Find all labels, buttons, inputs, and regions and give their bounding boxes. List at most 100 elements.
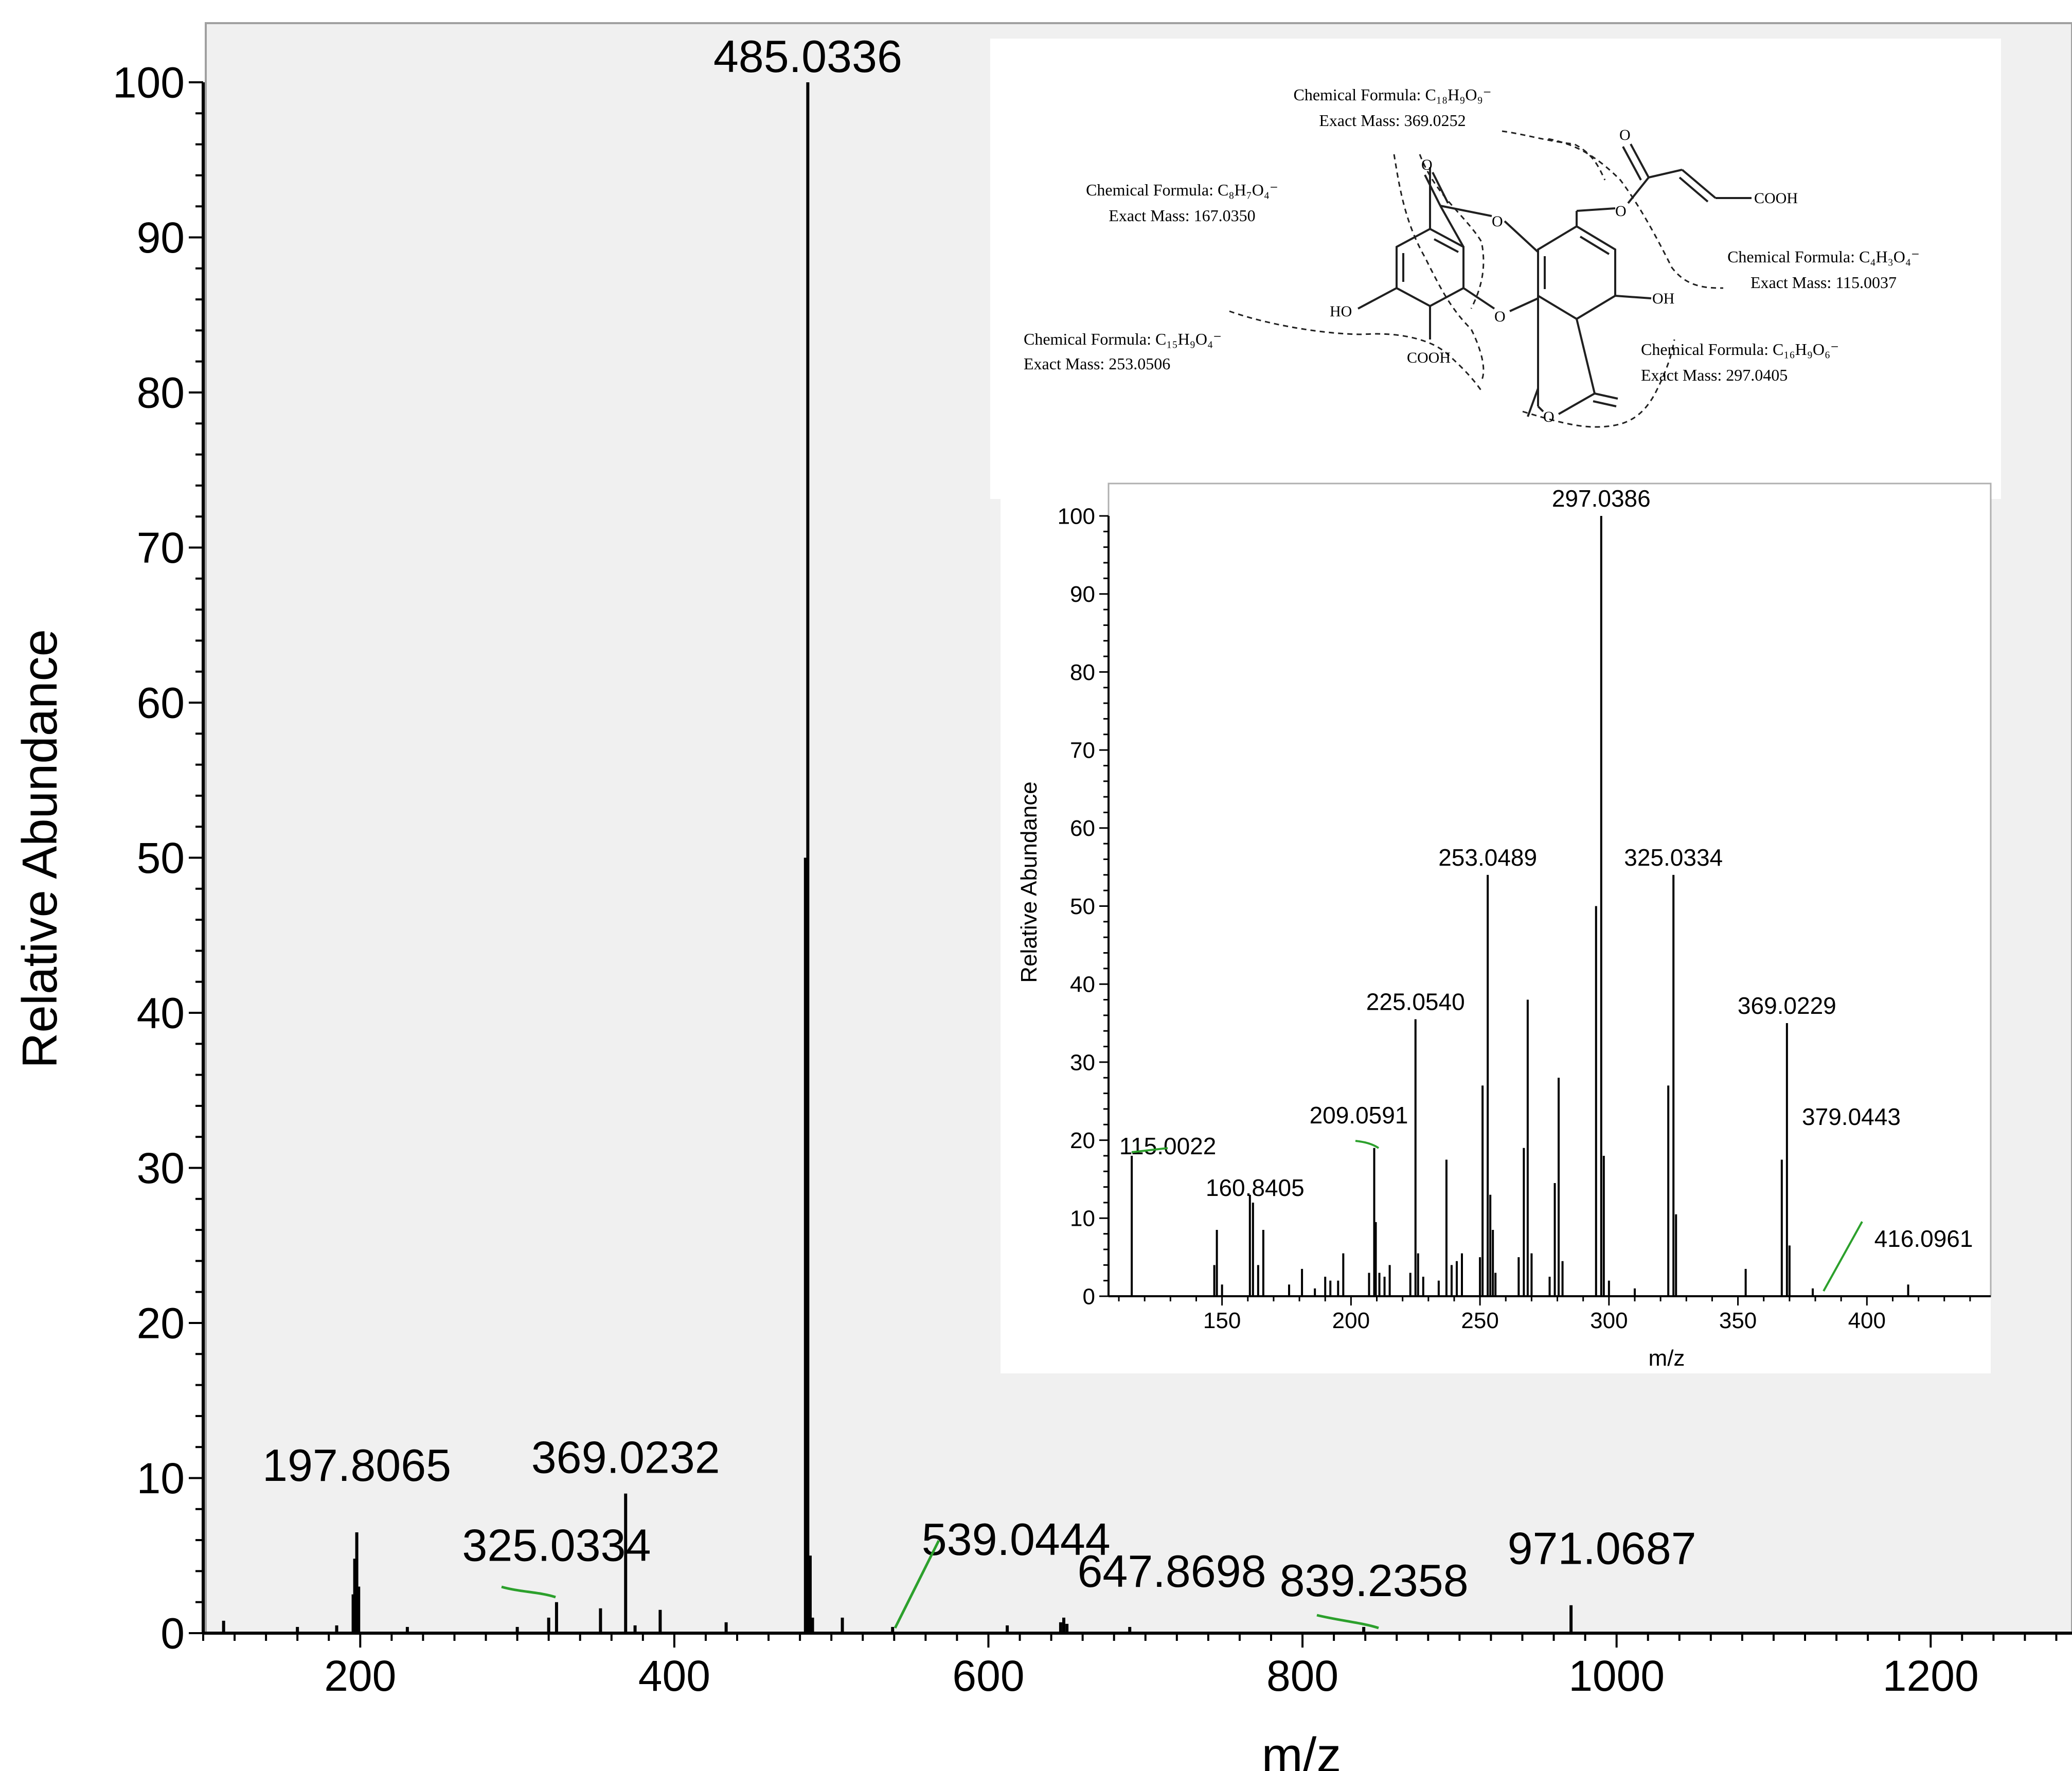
- atom-labels: O O O O O O COOH COOH OH HO: [1330, 127, 1798, 425]
- main-leader-lines: [501, 1540, 1379, 1630]
- annotation-369-formula: Chemical Formula: C₁₈H₉O₉⁻: [1293, 85, 1491, 104]
- lactone-ch2-o: [1537, 405, 1544, 413]
- inset-x-tick-label: 350: [1719, 1308, 1757, 1333]
- fragmentation-lines: [1229, 130, 1724, 428]
- annotation-297-formula: Chemical Formula: C₁₆H₉O₆⁻: [1641, 340, 1839, 359]
- inset-y-tick-label: 10: [1070, 1206, 1095, 1231]
- inset-peak-label: 253.0489: [1438, 844, 1537, 871]
- atom-o-6: O: [1543, 408, 1555, 425]
- inset-peak-labels: 297.0386 253.0489 325.0334 225.0540 369.0229…: [1119, 485, 1973, 1252]
- atom-o-3: O: [1494, 308, 1506, 325]
- inset-leader-379: [1823, 1221, 1863, 1292]
- inset-peak-label: 369.0229: [1738, 992, 1836, 1019]
- annotation-369-mass: Exact Mass: 369.0252: [1319, 111, 1466, 130]
- leader-line-839: [1316, 1614, 1379, 1630]
- main-x-axis-title: m/z: [1262, 1728, 1342, 1771]
- structure-panel: O O O O O O COOH COOH OH HO Chemical For…: [990, 39, 2001, 499]
- main-y-tick-label: 60: [137, 678, 185, 727]
- annotation-253-mass: Exact Mass: 253.0506: [1024, 354, 1170, 373]
- inset-y-tick-label: 30: [1070, 1050, 1095, 1075]
- inset-leader-lines: [1131, 1140, 1863, 1292]
- inset-peak-label: 209.0591: [1310, 1102, 1408, 1129]
- main-y-tick-label: 70: [137, 524, 185, 572]
- main-peak-labels: 485.0336 197.8065 369.0232 325.0334 539.0444…: [262, 31, 1696, 1606]
- frag-line-167: [1393, 154, 1485, 381]
- inset-y-tick-label: 0: [1083, 1284, 1095, 1309]
- molecule-drawing: [1229, 130, 1752, 428]
- lactone-co2: [1593, 400, 1617, 407]
- main-bars: [222, 82, 1573, 1633]
- inset-peak-label: 115.0022: [1119, 1133, 1216, 1159]
- inset-x-axis-title: m/z: [1649, 1346, 1685, 1371]
- oh-bond: [1615, 295, 1652, 299]
- fragment-annotations: Chemical Formula: C₁₈H₉O₉⁻ Exact Mass: 3…: [1024, 85, 1920, 384]
- inset-chart: 0 10 20 30 40 50 60 70 80 90 100 150 200 250 300 350 400…: [1001, 482, 1992, 1373]
- inset-y-axis-title: Relative Abundance: [1016, 781, 1042, 982]
- inset-bars: [1131, 516, 1909, 1296]
- atom-ho: HO: [1330, 303, 1352, 320]
- vinyl-2b: [1678, 176, 1709, 203]
- inset-y-tick-label: 40: [1070, 972, 1095, 997]
- vinyl-2: [1681, 169, 1717, 199]
- o-carbonyl-bond: [1627, 176, 1650, 204]
- main-x-tick-label: 600: [952, 1652, 1024, 1700]
- inset-y-tick-label: 70: [1070, 738, 1095, 763]
- main-y-tick-label: 40: [137, 989, 185, 1037]
- main-x-tick-label: 1200: [1883, 1652, 1979, 1700]
- ether-bond2: [1509, 297, 1539, 312]
- carbonyl-o: [1630, 144, 1650, 178]
- atom-cooh-1: COOH: [1407, 349, 1451, 366]
- main-peak-label: 971.0687: [1508, 1523, 1696, 1574]
- lactone-c-ring: [1576, 318, 1596, 394]
- main-x-tick-label: 800: [1266, 1652, 1338, 1700]
- inset-y-tick-label: 50: [1070, 894, 1095, 919]
- annotation-167-formula: Chemical Formula: C₈H₇O₄⁻: [1086, 181, 1278, 199]
- inset-plot-background: [1108, 482, 1992, 1297]
- main-y-tick-label: 50: [137, 834, 185, 882]
- inset-peak-label: 225.0540: [1366, 988, 1465, 1015]
- inset-peak-label: 160.8405: [1206, 1174, 1305, 1201]
- inset-y-tick-label: 80: [1070, 660, 1095, 685]
- main-y-tick-label: 0: [160, 1609, 185, 1657]
- ester-co-bond: [1424, 174, 1441, 206]
- inset-y-tick-label: 60: [1070, 816, 1095, 841]
- frag-line-369: [1502, 130, 1606, 181]
- main-y-axis-title: Relative Abundance: [12, 629, 67, 1068]
- atom-oh: OH: [1652, 290, 1674, 307]
- annotation-115-formula: Chemical Formula: C₄H₃O₄⁻: [1727, 247, 1920, 266]
- main-y-tick-label: 20: [137, 1299, 185, 1347]
- main-y-tick-label: 100: [113, 58, 185, 106]
- inset-x-tick-label: 300: [1590, 1308, 1628, 1333]
- atom-o-1: O: [1421, 156, 1433, 173]
- frag-line-115: [1548, 138, 1724, 289]
- right-ring-db1: [1579, 236, 1610, 255]
- vinyl-1: [1648, 169, 1683, 178]
- ester-c-bond: [1439, 205, 1464, 247]
- inset-leader-115: [1131, 1147, 1168, 1153]
- main-x-tick-label: 200: [324, 1652, 396, 1700]
- main-peak-label: 647.8698: [1077, 1546, 1266, 1597]
- main-peak-label: 197.8065: [262, 1440, 451, 1491]
- inset-axes: 0 10 20 30 40 50 60 70 80 90 100 150 200 250 300 350 400: [1058, 504, 1991, 1333]
- inset-x-tick-label: 250: [1461, 1308, 1498, 1333]
- main-y-tick-label: 30: [137, 1144, 185, 1192]
- inset-leader-209: [1355, 1140, 1380, 1149]
- lactone-o-c: [1558, 392, 1595, 415]
- left-ring-db1: [1434, 238, 1459, 253]
- ether-bond1: [1462, 287, 1495, 310]
- atom-o-5: O: [1619, 127, 1631, 144]
- main-y-tick-label: 80: [137, 368, 185, 417]
- atom-cooh-2: COOH: [1754, 190, 1798, 207]
- ester-o-bond1: [1440, 205, 1492, 217]
- inset-x-tick-label: 400: [1848, 1308, 1886, 1333]
- main-peak-label: 325.0334: [462, 1520, 651, 1571]
- inset-x-tick-label: 150: [1203, 1308, 1241, 1333]
- leader-line-539: [894, 1540, 940, 1629]
- leader-line-325: [501, 1585, 556, 1599]
- main-peak-label: 485.0336: [713, 31, 902, 82]
- annotation-297-mass: Exact Mass: 297.0405: [1641, 366, 1788, 384]
- main-peak-label: 839.2358: [1280, 1555, 1469, 1606]
- main-x-tick-label: 1000: [1568, 1652, 1665, 1700]
